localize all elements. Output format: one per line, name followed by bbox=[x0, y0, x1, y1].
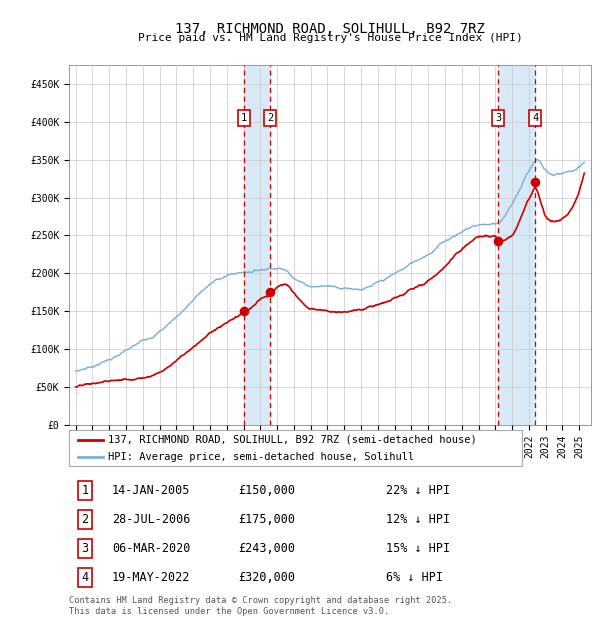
Point bbox=[530, 177, 540, 187]
Text: 06-MAR-2020: 06-MAR-2020 bbox=[112, 542, 190, 555]
Text: HPI: Average price, semi-detached house, Solihull: HPI: Average price, semi-detached house,… bbox=[107, 452, 414, 462]
Text: 2: 2 bbox=[267, 113, 273, 123]
Text: £320,000: £320,000 bbox=[239, 571, 296, 584]
Text: 4: 4 bbox=[81, 571, 88, 584]
Text: 6% ↓ HPI: 6% ↓ HPI bbox=[386, 571, 443, 584]
Text: 2: 2 bbox=[81, 513, 88, 526]
Text: £243,000: £243,000 bbox=[239, 542, 296, 555]
Text: 28-JUL-2006: 28-JUL-2006 bbox=[112, 513, 190, 526]
Bar bbox=[499, 65, 535, 425]
Point bbox=[494, 236, 503, 246]
Text: 14-JAN-2005: 14-JAN-2005 bbox=[112, 484, 190, 497]
Point bbox=[239, 306, 249, 316]
Text: 12% ↓ HPI: 12% ↓ HPI bbox=[386, 513, 450, 526]
Text: 1: 1 bbox=[241, 113, 247, 123]
Point bbox=[265, 287, 275, 297]
Text: £175,000: £175,000 bbox=[239, 513, 296, 526]
Text: 22% ↓ HPI: 22% ↓ HPI bbox=[386, 484, 450, 497]
Text: 19-MAY-2022: 19-MAY-2022 bbox=[112, 571, 190, 584]
Text: Price paid vs. HM Land Registry's House Price Index (HPI): Price paid vs. HM Land Registry's House … bbox=[137, 33, 523, 43]
Text: 1: 1 bbox=[81, 484, 88, 497]
Text: 4: 4 bbox=[532, 113, 538, 123]
Text: 15% ↓ HPI: 15% ↓ HPI bbox=[386, 542, 450, 555]
Text: 137, RICHMOND ROAD, SOLIHULL, B92 7RZ: 137, RICHMOND ROAD, SOLIHULL, B92 7RZ bbox=[175, 22, 485, 36]
Text: Contains HM Land Registry data © Crown copyright and database right 2025.
This d: Contains HM Land Registry data © Crown c… bbox=[69, 596, 452, 616]
Text: 3: 3 bbox=[495, 113, 502, 123]
Text: 137, RICHMOND ROAD, SOLIHULL, B92 7RZ (semi-detached house): 137, RICHMOND ROAD, SOLIHULL, B92 7RZ (s… bbox=[107, 435, 476, 445]
Text: £150,000: £150,000 bbox=[239, 484, 296, 497]
Bar bbox=[244, 65, 270, 425]
Text: 3: 3 bbox=[81, 542, 88, 555]
